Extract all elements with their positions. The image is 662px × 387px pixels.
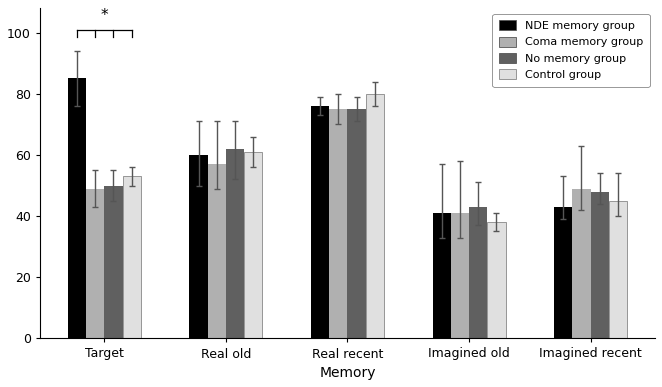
Bar xyxy=(348,109,365,339)
Bar xyxy=(311,106,329,339)
Bar xyxy=(554,207,573,339)
Legend: NDE memory group, Coma memory group, No memory group, Control group: NDE memory group, Coma memory group, No … xyxy=(493,14,649,87)
Bar xyxy=(451,213,469,339)
Bar xyxy=(105,185,122,339)
Bar xyxy=(208,164,226,339)
Bar xyxy=(591,192,609,339)
Bar xyxy=(189,155,208,339)
X-axis label: Memory: Memory xyxy=(319,366,376,380)
Bar xyxy=(68,79,86,339)
Bar xyxy=(469,207,487,339)
Bar xyxy=(226,149,244,339)
Bar xyxy=(86,188,105,339)
Bar xyxy=(432,213,451,339)
Bar xyxy=(487,222,506,339)
Bar xyxy=(122,176,141,339)
Bar xyxy=(609,201,627,339)
Bar xyxy=(573,188,591,339)
Bar xyxy=(329,109,348,339)
Bar xyxy=(365,94,384,339)
Text: *: * xyxy=(101,9,108,24)
Bar xyxy=(244,152,262,339)
